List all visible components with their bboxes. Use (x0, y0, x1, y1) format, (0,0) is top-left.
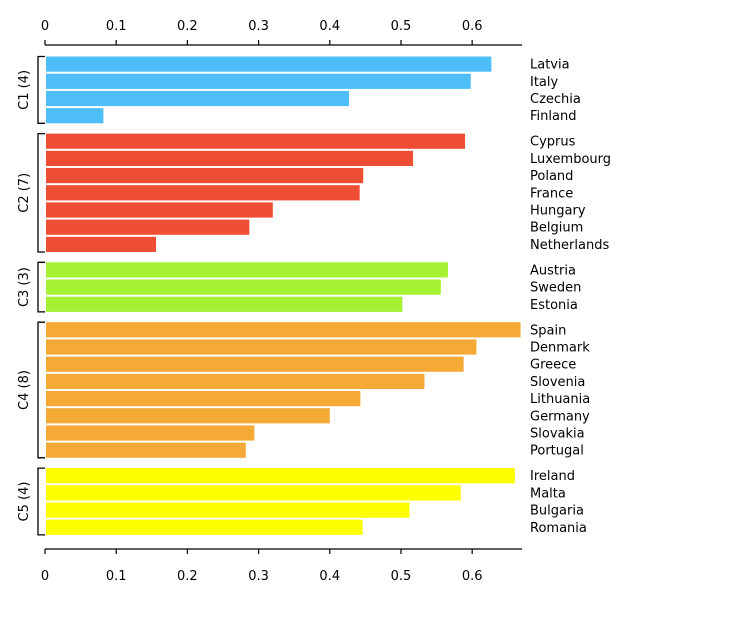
country-label: Finland (530, 109, 576, 124)
country-label: France (530, 186, 573, 201)
x-tick-label-top: 0.5 (391, 19, 412, 34)
country-label: Sweden (530, 281, 581, 296)
cluster-label: C2 (7) (17, 173, 32, 213)
x-tick-label-bottom: 0.1 (106, 569, 127, 584)
cluster-bracket (37, 467, 45, 536)
country-label: Bulgaria (530, 504, 584, 519)
country-label: Ireland (530, 469, 575, 484)
country-label: Czechia (530, 92, 581, 107)
cluster-bracket (37, 261, 45, 313)
cluster-bracket (37, 321, 45, 459)
country-label: Luxembourg (530, 152, 611, 167)
country-label: Greece (530, 358, 576, 373)
x-tick-label-top: 0 (41, 19, 49, 34)
country-label: Slovakia (530, 427, 585, 442)
bar-lithuania (46, 391, 361, 407)
country-label: Portugal (530, 444, 584, 459)
bar-malta (46, 485, 461, 501)
bar-netherlands (46, 236, 157, 252)
bar-greece (46, 356, 464, 372)
x-tick-label-bottom: 0.5 (391, 569, 412, 584)
country-label: Denmark (530, 341, 590, 356)
bar-belgium (46, 219, 250, 235)
bar-bulgaria (46, 502, 410, 518)
x-tick-label-bottom: 0.6 (462, 569, 483, 584)
cluster-label: C5 (4) (17, 482, 32, 522)
bar-sweden (46, 279, 441, 295)
country-label: Italy (530, 75, 559, 90)
bar-denmark (46, 339, 477, 355)
country-label: Cyprus (530, 135, 576, 150)
country-label: Spain (530, 323, 566, 338)
bar-france (46, 185, 360, 201)
cluster-bracket (37, 55, 45, 124)
x-tick-label-bottom: 0.3 (248, 569, 269, 584)
cluster-label: C3 (3) (17, 267, 32, 307)
bar-cyprus (46, 133, 466, 149)
bar-romania (46, 519, 363, 535)
country-label: Slovenia (530, 375, 585, 390)
country-label: Romania (530, 521, 587, 536)
x-tick-label-top: 0.2 (177, 19, 198, 34)
bar-estonia (46, 296, 403, 312)
country-label: Netherlands (530, 238, 609, 253)
x-tick-label-top: 0.6 (462, 19, 483, 34)
bar-austria (46, 262, 448, 278)
x-tick-label-bottom: 0.4 (319, 569, 340, 584)
bar-ireland (46, 468, 515, 484)
country-label: Austria (530, 263, 576, 278)
x-tick-label-top: 0.4 (319, 19, 340, 34)
cluster-label: C1 (4) (17, 70, 32, 110)
bar-germany (46, 408, 330, 424)
bar-poland (46, 168, 364, 184)
bar-czechia (46, 90, 349, 107)
cluster-bracket (37, 132, 45, 253)
bar-portugal (46, 442, 246, 458)
country-label: Poland (530, 169, 573, 184)
cluster-label: C4 (8) (17, 370, 32, 410)
bar-italy (46, 73, 471, 89)
country-label: Hungary (530, 204, 586, 219)
x-tick-label-top: 0.1 (106, 19, 127, 34)
country-label: Lithuania (530, 392, 590, 407)
bar-hungary (46, 202, 273, 218)
x-tick-label-bottom: 0.2 (177, 569, 198, 584)
country-label: Latvia (530, 58, 570, 73)
x-tick-label-bottom: 0 (41, 569, 49, 584)
bar-luxembourg (46, 150, 414, 166)
country-label: Malta (530, 486, 566, 501)
bar-finland (46, 108, 104, 124)
bar-slovakia (46, 425, 255, 441)
x-tick-label-top: 0.3 (248, 19, 269, 34)
bar-slovenia (46, 373, 425, 389)
country-label: Estonia (530, 298, 578, 313)
country-label: Belgium (530, 221, 583, 236)
country-label: Germany (530, 409, 590, 424)
bar-latvia (46, 56, 492, 72)
bar-spain (46, 322, 521, 338)
